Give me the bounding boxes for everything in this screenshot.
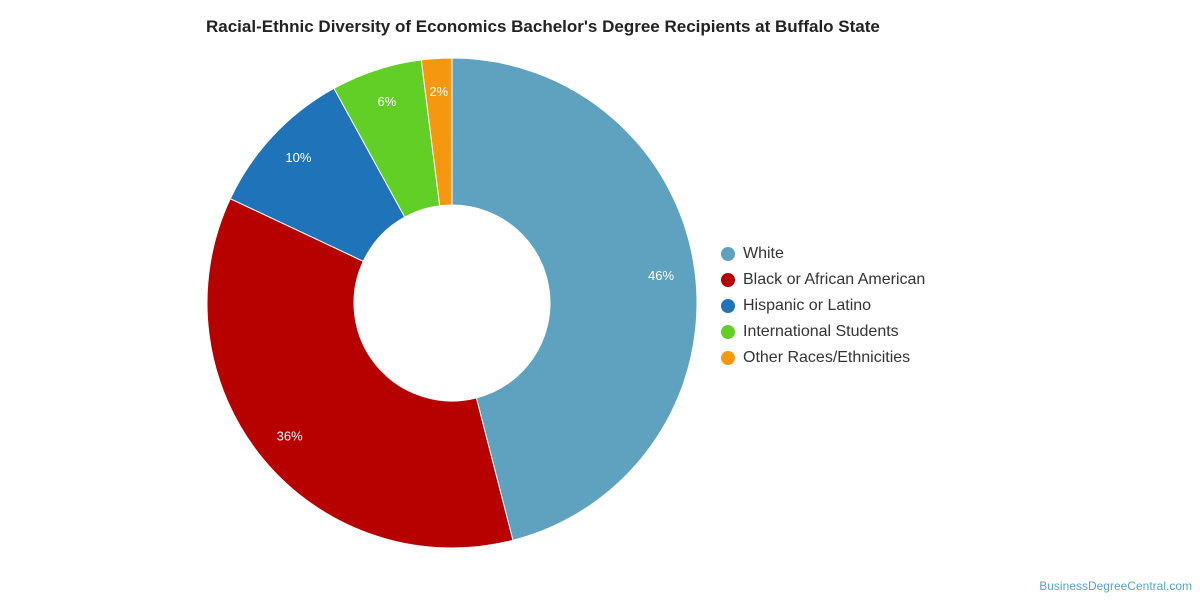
- legend-item[interactable]: White: [721, 241, 925, 267]
- legend-swatch: [721, 273, 735, 287]
- chart-legend: White Black or African American Hispanic o…: [721, 241, 925, 371]
- slice-other-races-ethnicities[interactable]: [420, 57, 453, 207]
- slice-label: 36%: [277, 429, 303, 444]
- slice-label: 46%: [648, 268, 674, 283]
- legend-swatch: [721, 247, 735, 261]
- legend-item[interactable]: Other Races/Ethnicities: [721, 345, 925, 371]
- slice-white[interactable]: [451, 57, 698, 541]
- chart-title: Racial-Ethnic Diversity of Economics Bac…: [206, 17, 880, 36]
- legend-label: Other Races/Ethnicities: [743, 349, 911, 366]
- legend-item[interactable]: International Students: [721, 319, 925, 345]
- legend-swatch: [721, 325, 735, 339]
- legend-label: Hispanic or Latino: [743, 297, 872, 314]
- legend-item[interactable]: Hispanic or Latino: [721, 293, 925, 319]
- slice-label: 10%: [285, 150, 311, 165]
- slice-label: 6%: [377, 94, 396, 109]
- source-credit[interactable]: BusinessDegreeCentral.com: [1039, 579, 1192, 593]
- slice-black-or-african-american[interactable]: [206, 198, 514, 549]
- legend-label: International Students: [743, 323, 899, 340]
- legend-item[interactable]: Black or African American: [721, 267, 925, 293]
- legend-label: Black or African American: [743, 271, 926, 288]
- legend-swatch: [721, 299, 735, 313]
- legend-swatch: [721, 351, 735, 365]
- slice-label: 2%: [429, 84, 448, 99]
- legend-label: White: [743, 245, 784, 262]
